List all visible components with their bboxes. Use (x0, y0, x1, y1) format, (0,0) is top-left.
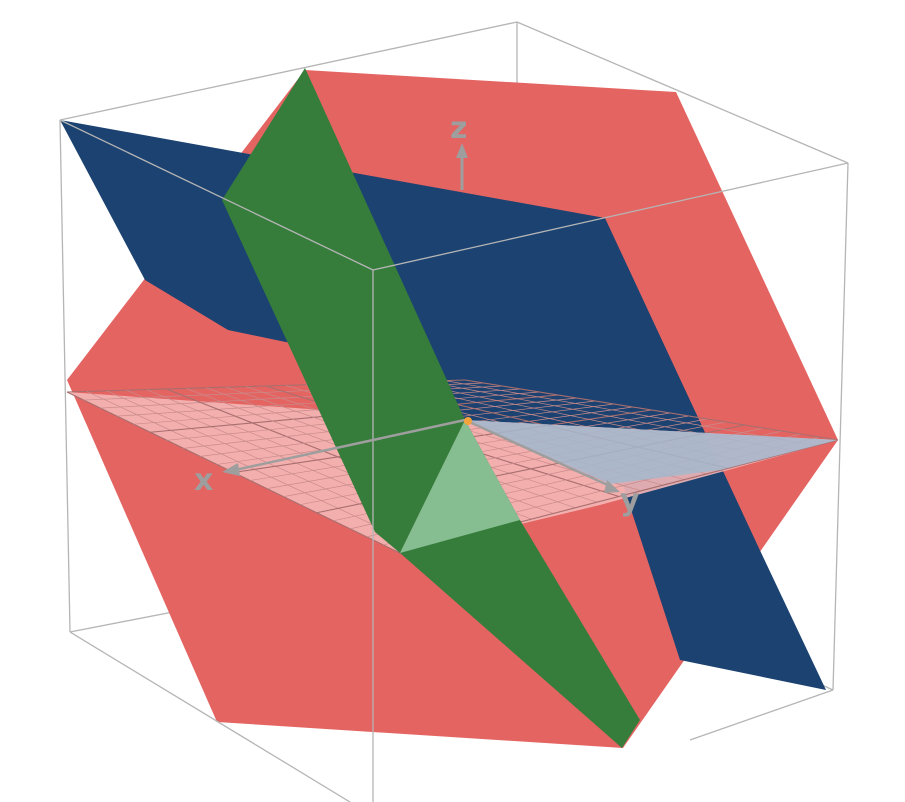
plane-green (222, 68, 465, 553)
plane-blue-lower (610, 445, 826, 690)
y-axis: y (464, 418, 640, 518)
plane-blue-below-xy (465, 420, 838, 484)
grid-line (445, 380, 817, 446)
bounding-box-front (59, 119, 849, 802)
z-axis-label: z (450, 111, 467, 146)
plane-green-below-xy (400, 420, 520, 553)
y-axis-label: y (620, 483, 640, 518)
grid-line (464, 379, 839, 441)
z-axis: z (450, 111, 468, 190)
x-axis: x (194, 418, 466, 498)
origin-point[interactable] (464, 417, 472, 425)
x-axis-label: x (194, 463, 213, 498)
